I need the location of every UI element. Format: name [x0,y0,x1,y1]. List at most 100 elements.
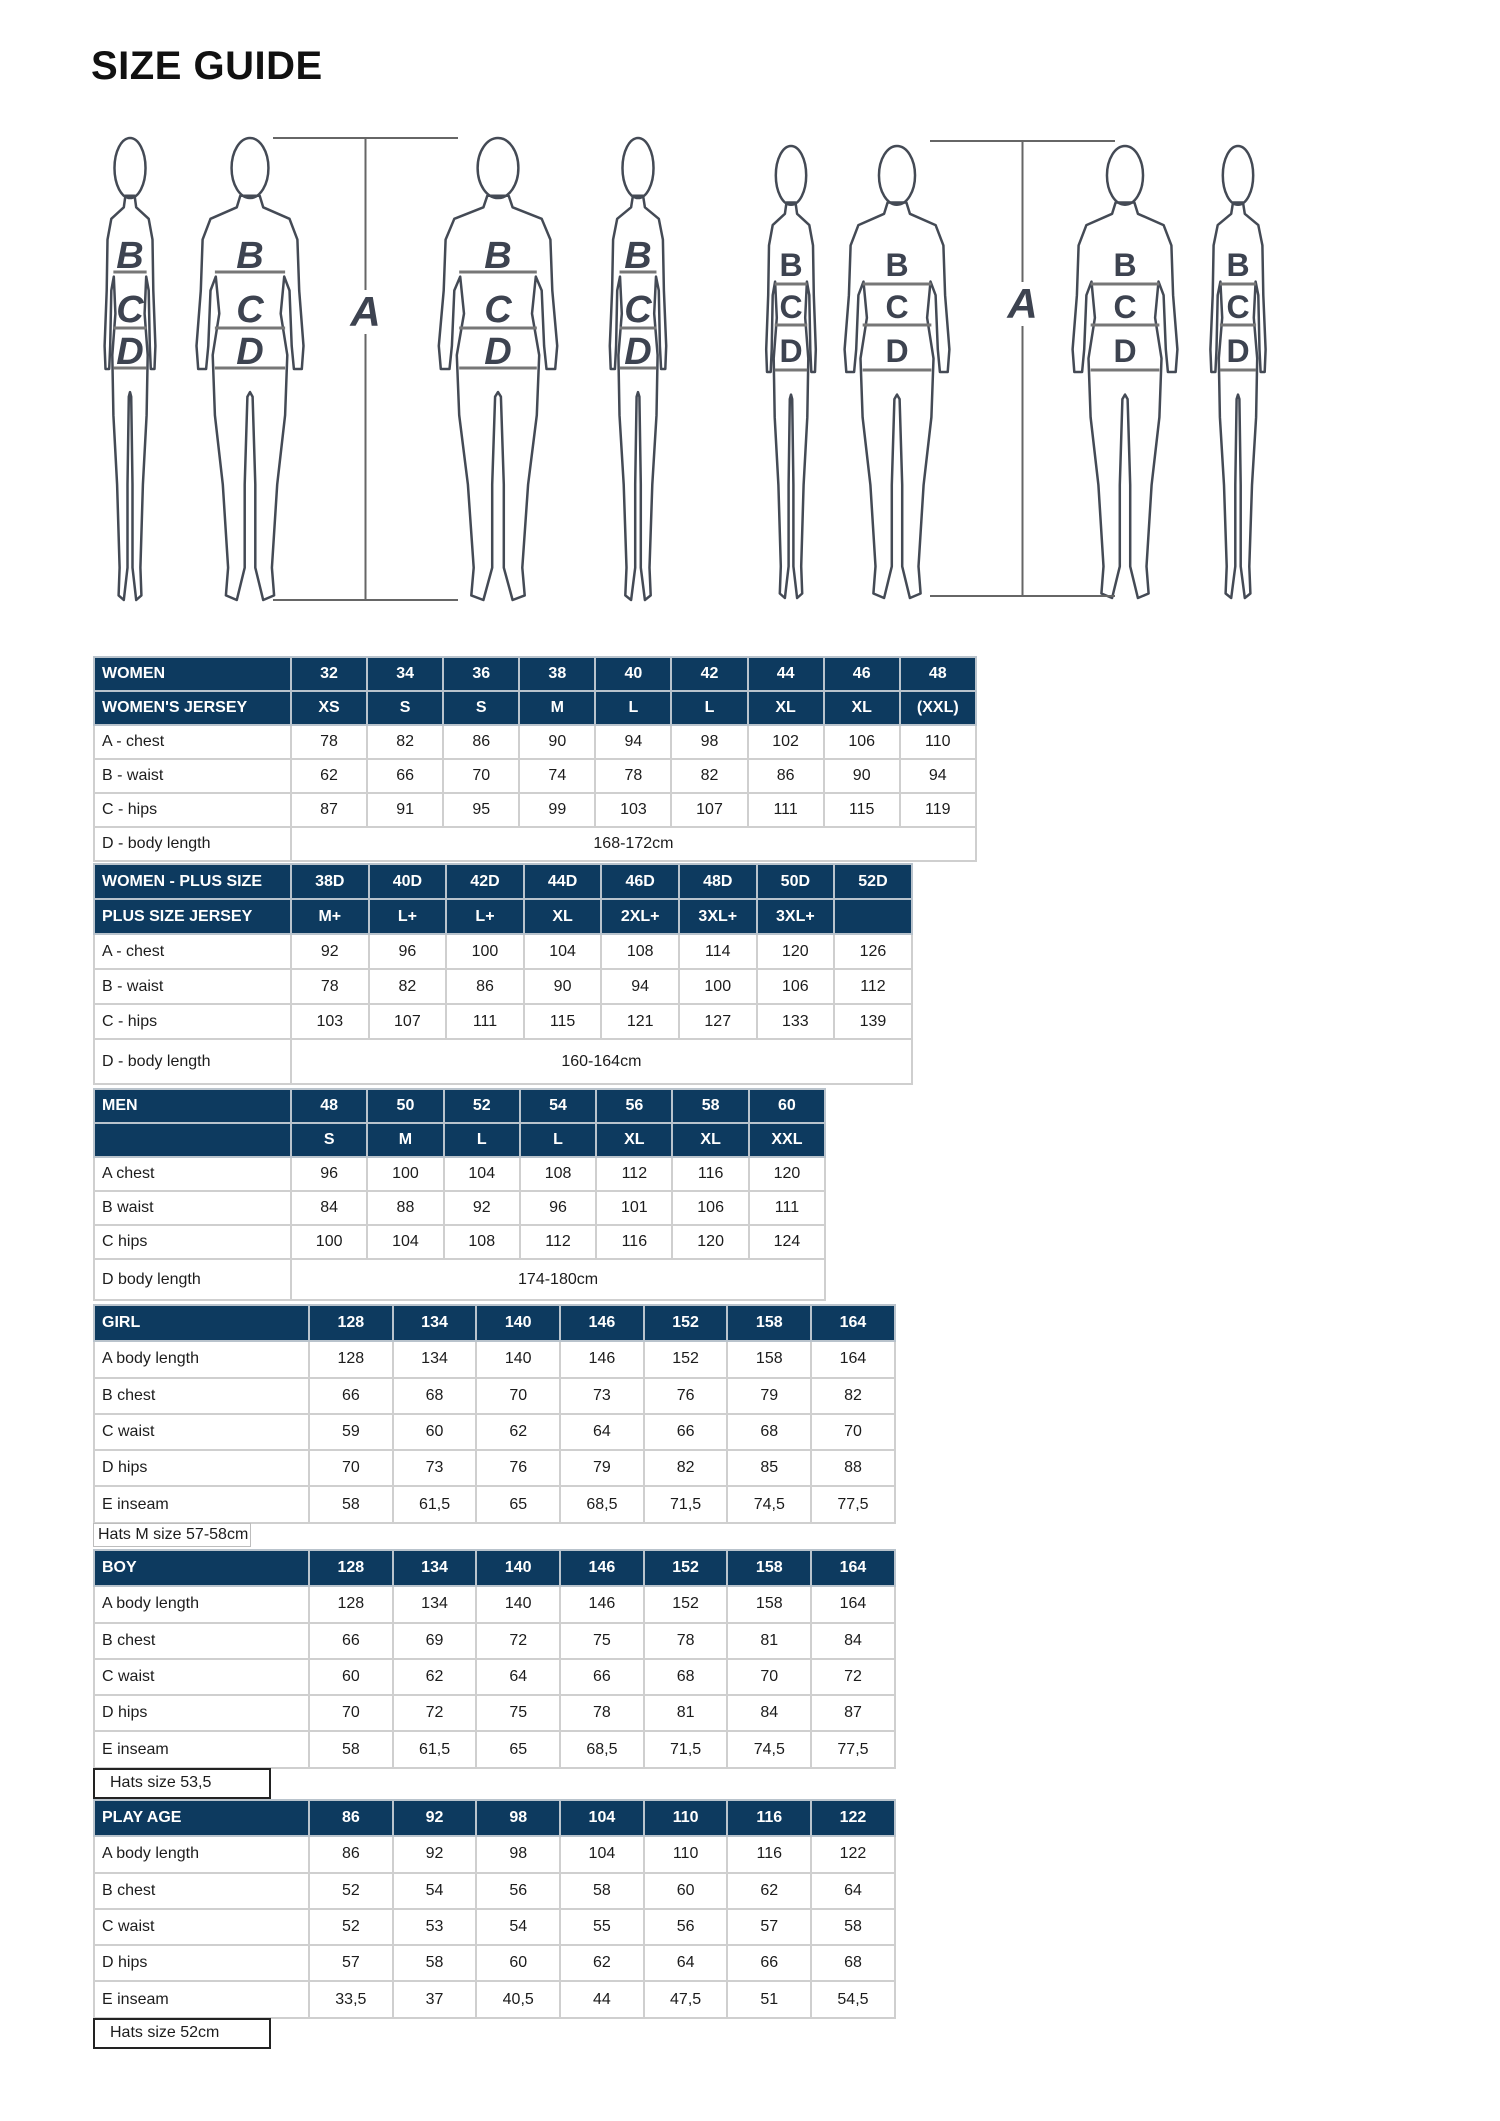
measurement-cell: 73 [559,1376,645,1415]
header-size-cell: S [366,690,445,726]
measure-label-d: D [624,331,651,373]
table-row: B - waist 62 66 70 74 78 82 86 90 94 [93,758,977,794]
measurement-cell: 85 [726,1449,813,1488]
women-plus-size-table: WOMEN - PLUS SIZE 38D 40D 42D 44D 46D 48D 50D 52… [93,863,913,1085]
header-size-cell: 104 [559,1798,645,1838]
measure-label-c: C [885,289,908,325]
header-size-cell: 164 [810,1548,896,1588]
measurement-cell: 68 [642,1657,729,1697]
measure-label-c: C [116,289,144,331]
header-size-cell: 50 [366,1088,445,1124]
header-size-cell: 134 [391,1548,478,1588]
measurement-cell: 146 [559,1585,645,1624]
measurement-cell: 62 [559,1944,645,1983]
header-size-cell: 34 [366,656,445,692]
measurement-cell: 70 [726,1657,813,1697]
measurement-cell: 115 [522,1003,603,1040]
measurement-cell: 68,5 [559,1730,645,1769]
row-label: C - hips [93,792,292,828]
measure-label-c: C [236,289,264,331]
measurement-cell: 72 [475,1621,562,1660]
header-size-cell: 128 [308,1303,394,1343]
header-size-cell: 146 [559,1548,645,1588]
measure-label-d: D [484,331,511,373]
measurement-cell: 70 [442,758,521,794]
table-row: B chest 66 69 72 75 78 81 84 [93,1621,896,1660]
girl-size-table: GIRL 128 134 140 146 152 158 164 A body length 12… [93,1303,896,1524]
header-size-cell: L+ [367,898,448,935]
measure-label-a: A [349,288,380,335]
measurement-cell: 102 [746,724,825,760]
measurement-cell: 78 [290,968,370,1005]
table-row: A chest 96 100 104 108 112 116 120 [93,1156,827,1192]
adult-height-marker: A [273,137,458,601]
measurement-cell: 62 [289,758,369,794]
table-row: C - hips 87 91 95 99 103 107 111 115 119 [93,792,977,828]
measurement-cell: 108 [442,1224,521,1260]
measurement-cell: 70 [308,1449,394,1488]
table-header-row: BOY 128 134 140 146 152 158 164 [93,1548,896,1588]
measurement-cell: 66 [642,1412,729,1452]
measurement-cell: 60 [308,1657,394,1697]
header-label: BOY [93,1548,310,1588]
woman-front-figure: BCD [195,136,305,602]
header-size-cell: 140 [475,1548,562,1588]
measurement-cell: 87 [810,1694,896,1733]
header-size-cell: M [366,1122,445,1158]
measurement-cell: 96 [289,1156,369,1192]
measurement-cell: 164 [810,1340,896,1379]
measurement-cell: 90 [822,758,901,794]
row-label: E inseam [93,1980,310,2019]
table-row: A - chest 92 96 100 104 108 114 120 126 [93,933,913,970]
header-size-cell: 44 [746,656,825,692]
measurement-cell: 92 [290,933,370,970]
measurement-cell: 55 [559,1907,645,1947]
measurement-cell: 82 [366,724,445,760]
man-front-figure: BCD [437,136,559,602]
header-size-cell: 140 [475,1303,562,1343]
measurement-cell: 112 [595,1156,674,1192]
measurement-cell: 81 [726,1621,813,1660]
measurement-cell: 116 [595,1224,674,1260]
measurement-cell: 115 [822,792,901,828]
header-size-cell: 40 [594,656,673,692]
measurement-cell: 61,5 [391,1730,478,1769]
measurement-cell: 77,5 [810,1730,896,1769]
measurement-cell: 110 [642,1835,729,1874]
measurement-cell: 52 [308,1871,394,1910]
header-size-cell: 146 [559,1303,645,1343]
header-size-cell: XL [822,690,901,726]
header-size-cell [833,898,913,935]
measurement-cell: 74,5 [726,1730,813,1769]
body-length-value: 168-172cm [290,826,977,862]
header-size-cell: L [594,690,673,726]
measurement-cell: 58 [810,1907,896,1947]
header-size-cell: 110 [642,1798,729,1838]
measurement-cell: 120 [671,1224,750,1260]
table-header-row: WOMEN'S JERSEY XS S S M L L XL XL (XXL) [93,690,977,726]
table-row: D hips 70 72 75 78 81 84 87 [93,1694,896,1733]
header-size-cell: XS [289,690,369,726]
header-size-cell: 3XL+ [677,898,758,935]
measurement-cell: 152 [642,1585,729,1624]
header-size-cell: 44D [522,863,603,900]
header-size-cell: 122 [810,1798,896,1838]
row-label: A - chest [93,724,292,760]
measurement-cell: 126 [833,933,913,970]
measure-label-a: A [1006,280,1037,327]
measurement-cell: 73 [391,1449,478,1488]
header-size-cell: 60 [747,1088,827,1124]
measurement-cell: 47,5 [642,1980,729,2019]
measurement-cell: 74 [518,758,597,794]
header-size-cell: L+ [445,898,525,935]
measurement-cell: 57 [726,1907,813,1947]
measurement-cell: 91 [366,792,445,828]
measurement-cell: 88 [810,1449,896,1488]
header-label: WOMEN [93,656,292,692]
measurement-cell: 60 [391,1412,478,1452]
measurement-cell: 90 [518,724,597,760]
row-label: B chest [93,1376,310,1415]
measurement-cell: 58 [391,1944,478,1983]
measurement-cell: 111 [445,1003,525,1040]
measurement-cell: 140 [475,1585,562,1624]
